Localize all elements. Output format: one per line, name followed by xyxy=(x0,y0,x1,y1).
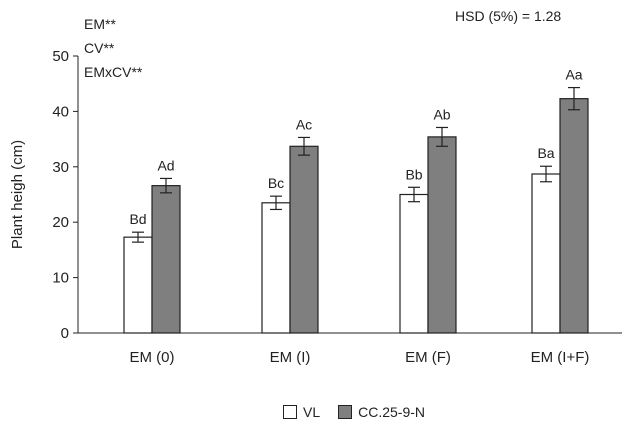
bar xyxy=(559,98,589,334)
y-tick-label: 40 xyxy=(52,103,69,120)
data-label: Ab xyxy=(433,106,450,122)
y-tick-label: 50 xyxy=(52,48,69,65)
hsd-label: HSD (5%) = 1.28 xyxy=(455,8,562,24)
data-label: Bd xyxy=(129,211,146,227)
bar xyxy=(427,136,457,334)
bar xyxy=(151,185,181,334)
legend-label-vl: VL xyxy=(303,404,321,420)
data-label: Bb xyxy=(405,166,422,182)
legend: VL CC.25-9-N xyxy=(283,404,443,420)
legend-item-cc: CC.25-9-N xyxy=(338,404,425,420)
note-emxcv: EMxCV** xyxy=(84,64,143,80)
legend-item-vl: VL xyxy=(283,404,320,420)
y-tick-label: 0 xyxy=(61,325,69,342)
data-label: Ad xyxy=(157,157,174,173)
significance-notes: EM** CV** EMxCV** xyxy=(84,12,142,84)
bar xyxy=(123,236,153,334)
y-tick-label: 10 xyxy=(52,270,69,287)
x-tick-label: EM (I+F) xyxy=(531,349,590,366)
x-tick-label: EM (I) xyxy=(270,349,311,366)
data-label: Aa xyxy=(565,67,582,83)
legend-swatch-vl xyxy=(283,405,297,419)
y-axis-label: Plant heigh (cm) xyxy=(9,140,26,249)
legend-swatch-cc xyxy=(338,405,353,419)
bar xyxy=(261,202,291,334)
note-em: EM** xyxy=(84,16,116,32)
y-tick-label: 20 xyxy=(52,214,69,231)
data-label: Ac xyxy=(296,116,312,132)
x-tick-label: EM (0) xyxy=(130,349,175,366)
data-label: Bc xyxy=(268,175,284,191)
bar xyxy=(289,145,319,334)
data-label: Ba xyxy=(537,145,554,161)
bar xyxy=(531,173,561,334)
bar xyxy=(399,193,429,334)
x-tick-label: EM (F) xyxy=(405,349,451,366)
y-tick-label: 30 xyxy=(52,159,69,176)
note-cv: CV** xyxy=(84,40,115,56)
legend-label-cc: CC.25-9-N xyxy=(358,404,426,420)
